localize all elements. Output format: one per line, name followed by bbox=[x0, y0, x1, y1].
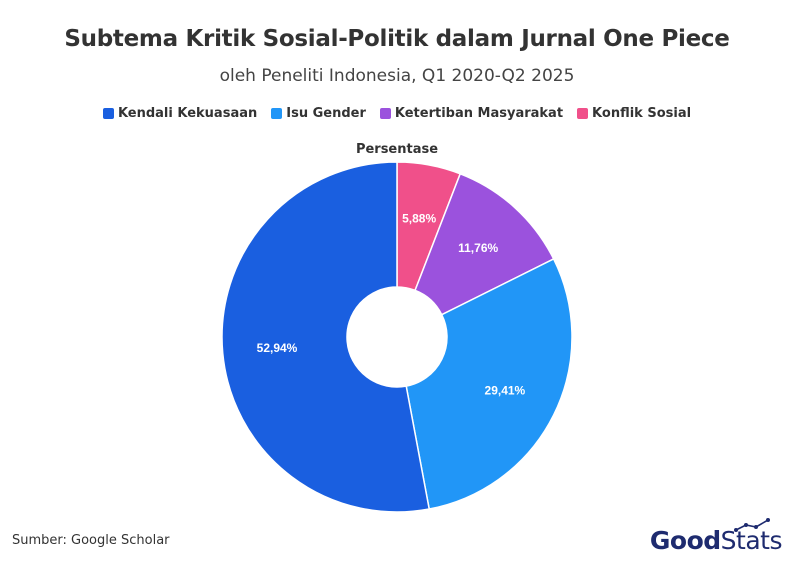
donut-slice[interactable] bbox=[405, 257, 573, 510]
logo-trend-icon bbox=[734, 518, 770, 532]
legend-item[interactable]: Isu Gender bbox=[271, 106, 366, 121]
legend-swatch bbox=[379, 108, 391, 119]
slice-data-label: 11,76% bbox=[458, 241, 498, 255]
series-name-label: Persentase bbox=[355, 142, 439, 157]
legend-label: Isu Gender bbox=[286, 106, 366, 121]
legend-swatch bbox=[577, 108, 589, 119]
slice-data-label: 5,88% bbox=[402, 212, 436, 226]
chart-legend: Kendali Kekuasaan Isu Gender Ketertiban Ma… bbox=[0, 106, 794, 121]
legend-label: Konflik Sosial bbox=[592, 106, 692, 121]
legend-swatch bbox=[271, 108, 283, 119]
legend-swatch bbox=[102, 108, 114, 119]
source-note: Sumber: Google Scholar bbox=[12, 533, 170, 548]
logo-good-text: Good bbox=[649, 526, 721, 555]
legend-label: Kendali Kekuasaan bbox=[117, 106, 258, 121]
goodstats-logo: GoodStats bbox=[649, 518, 783, 555]
legend-item[interactable]: Ketertiban Masyarakat bbox=[379, 106, 564, 121]
chart-subtitle: oleh Peneliti Indonesia, Q1 2020-Q2 2025 bbox=[219, 66, 575, 86]
donut-slice[interactable] bbox=[414, 172, 555, 316]
legend-item[interactable]: Kendali Kekuasaan bbox=[102, 106, 258, 121]
chart-title: Subtema Kritik Sosial-Politik dalam Jurn… bbox=[64, 26, 730, 52]
donut-slice[interactable] bbox=[221, 161, 431, 513]
legend-item[interactable]: Konflik Sosial bbox=[577, 106, 691, 121]
logo-stats-text: Stats bbox=[720, 526, 783, 555]
slice-data-label: 29,41% bbox=[485, 384, 526, 398]
legend-label: Ketertiban Masyarakat bbox=[394, 106, 564, 121]
slice-data-label: 52,94% bbox=[257, 341, 298, 355]
